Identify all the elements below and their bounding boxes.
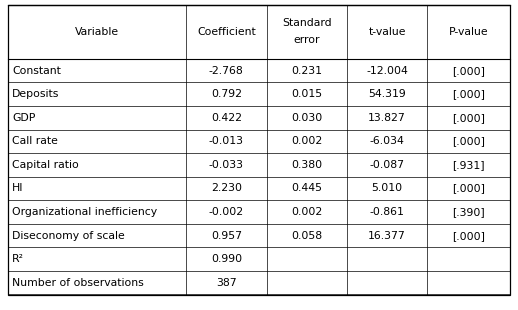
Text: Call rate: Call rate (12, 136, 58, 146)
Text: [.390]: [.390] (452, 207, 485, 217)
Text: [.000]: [.000] (452, 184, 485, 193)
Text: [.000]: [.000] (452, 113, 485, 123)
Text: Constant: Constant (12, 66, 61, 76)
Text: HI: HI (12, 184, 23, 193)
Text: Diseconomy of scale: Diseconomy of scale (12, 231, 125, 241)
Text: 0.445: 0.445 (291, 184, 322, 193)
Text: 0.002: 0.002 (291, 136, 322, 146)
Text: 0.957: 0.957 (211, 231, 242, 241)
Text: 54.319: 54.319 (368, 89, 406, 99)
Text: [.000]: [.000] (452, 66, 485, 76)
Text: -0.002: -0.002 (209, 207, 244, 217)
Text: 0.030: 0.030 (291, 113, 322, 123)
Text: P-value: P-value (449, 27, 488, 37)
Text: -6.034: -6.034 (370, 136, 405, 146)
Text: error: error (294, 35, 320, 46)
Text: R²: R² (12, 254, 24, 264)
Text: 2.230: 2.230 (211, 184, 242, 193)
Text: Deposits: Deposits (12, 89, 59, 99)
Text: 0.792: 0.792 (211, 89, 242, 99)
Text: Number of observations: Number of observations (12, 278, 143, 288)
Text: -12.004: -12.004 (366, 66, 408, 76)
Text: 0.231: 0.231 (291, 66, 322, 76)
Text: -0.013: -0.013 (209, 136, 244, 146)
Text: GDP: GDP (12, 113, 35, 123)
Text: Organizational inefficiency: Organizational inefficiency (12, 207, 157, 217)
Text: t-value: t-value (368, 27, 406, 37)
Text: 13.827: 13.827 (368, 113, 406, 123)
Text: [.000]: [.000] (452, 89, 485, 99)
Text: -2.768: -2.768 (209, 66, 243, 76)
Text: [.000]: [.000] (452, 136, 485, 146)
Text: Coefficient: Coefficient (197, 27, 256, 37)
Text: 0.380: 0.380 (291, 160, 322, 170)
Text: [.931]: [.931] (452, 160, 485, 170)
Text: -0.033: -0.033 (209, 160, 244, 170)
Text: Standard: Standard (282, 18, 332, 28)
Text: 0.015: 0.015 (291, 89, 322, 99)
Text: 387: 387 (216, 278, 237, 288)
Text: 5.010: 5.010 (371, 184, 402, 193)
Text: -0.087: -0.087 (370, 160, 405, 170)
Text: [.000]: [.000] (452, 231, 485, 241)
Text: 0.422: 0.422 (211, 113, 242, 123)
Text: 0.990: 0.990 (211, 254, 242, 264)
Text: -0.861: -0.861 (370, 207, 405, 217)
Text: Variable: Variable (75, 27, 119, 37)
Text: 0.002: 0.002 (291, 207, 322, 217)
Text: Capital ratio: Capital ratio (12, 160, 79, 170)
Text: 16.377: 16.377 (368, 231, 406, 241)
Text: 0.058: 0.058 (291, 231, 322, 241)
